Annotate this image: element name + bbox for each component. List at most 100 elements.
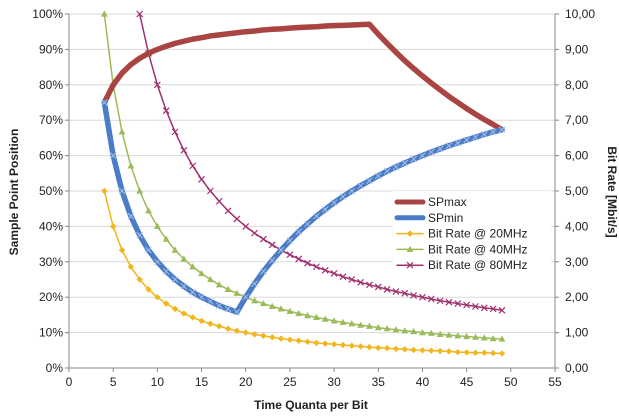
y2-tick-label: 2,00 — [565, 290, 589, 304]
data-point — [489, 349, 497, 357]
legend-marker — [406, 245, 414, 252]
data-point — [171, 128, 179, 136]
data-point — [180, 255, 188, 262]
data-point — [145, 246, 152, 254]
data-point — [286, 336, 294, 343]
data-point — [109, 152, 117, 159]
y2-tick-label: 0,00 — [565, 361, 589, 375]
data-point — [251, 229, 258, 237]
data-point — [118, 128, 126, 135]
y2-tick-label: 3,00 — [565, 255, 589, 269]
data-point — [428, 347, 435, 354]
data-point — [206, 275, 214, 283]
y-tick-label: 80% — [39, 78, 63, 92]
data-point — [260, 268, 267, 275]
data-point — [268, 302, 276, 310]
x-tick-label: 30 — [327, 375, 341, 389]
data-point — [251, 331, 258, 338]
data-point — [357, 182, 364, 190]
series-layer — [100, 10, 506, 357]
series-line — [103, 190, 503, 355]
axes — [65, 13, 559, 372]
data-point — [224, 285, 232, 293]
data-point — [304, 338, 311, 346]
data-point — [357, 278, 365, 286]
series-bit-rate-40mhz — [100, 10, 506, 342]
data-point — [401, 346, 408, 353]
data-point — [348, 276, 356, 283]
data-point — [224, 325, 232, 332]
data-point — [436, 330, 444, 337]
legend-label: Bit Rate @ 40MHz — [428, 242, 528, 256]
data-point — [454, 300, 462, 307]
data-point — [321, 266, 329, 274]
data-point — [463, 349, 470, 356]
data-point — [366, 281, 373, 289]
data-point — [295, 228, 303, 236]
data-point — [260, 332, 267, 339]
data-point — [348, 187, 356, 195]
data-point — [330, 341, 338, 348]
data-point — [419, 329, 426, 336]
data-point — [286, 251, 294, 259]
data-point — [162, 107, 170, 115]
y2-tick-label: 4,00 — [565, 219, 589, 233]
data-point — [410, 346, 417, 354]
data-point — [260, 299, 267, 307]
data-point — [339, 341, 347, 349]
series-spmin — [100, 99, 506, 316]
data-point — [242, 293, 250, 301]
data-point — [498, 126, 506, 134]
data-point — [198, 317, 205, 325]
data-point — [295, 337, 302, 344]
data-point — [189, 288, 197, 296]
data-point — [304, 220, 311, 228]
data-point — [171, 246, 179, 253]
y-tick-label: 50% — [39, 184, 63, 198]
y-tick-label: 90% — [39, 42, 63, 56]
x-tick-label: 15 — [195, 375, 209, 389]
data-point — [454, 139, 462, 147]
data-point — [330, 317, 338, 324]
x-tick-label: 45 — [460, 375, 474, 389]
data-point — [145, 207, 152, 214]
data-point — [445, 142, 453, 150]
data-point — [392, 163, 400, 171]
data-point — [145, 286, 152, 293]
data-point — [357, 343, 364, 350]
legend-label: Bit Rate @ 20MHz — [428, 227, 528, 241]
data-point — [242, 329, 249, 336]
y-tick-label: 20% — [39, 290, 63, 304]
data-point — [463, 136, 470, 144]
data-point — [198, 293, 205, 301]
data-point — [401, 159, 409, 167]
data-point — [286, 307, 294, 314]
x-tick-label: 55 — [548, 375, 562, 389]
data-point — [436, 297, 444, 305]
data-point — [480, 131, 488, 138]
data-point — [357, 321, 364, 328]
data-point — [339, 273, 347, 281]
data-point — [251, 280, 258, 288]
series-spmax — [101, 21, 505, 133]
data-point — [472, 302, 479, 310]
data-point — [480, 304, 488, 312]
data-point — [136, 187, 144, 194]
data-point — [118, 187, 126, 195]
data-point — [171, 305, 179, 313]
data-point — [277, 305, 285, 312]
y-tick-label: 40% — [39, 219, 63, 233]
data-point — [206, 187, 214, 195]
series-line — [101, 21, 505, 133]
series-bit-rate-80mhz — [136, 10, 506, 314]
y2-tick-label: 6,00 — [565, 149, 589, 163]
data-point — [498, 350, 506, 357]
data-point — [180, 310, 188, 317]
gridlines — [69, 13, 555, 369]
data-point — [215, 302, 223, 310]
data-point — [180, 146, 188, 154]
legend-entry: Bit Rate @ 40MHz — [396, 242, 528, 256]
data-point — [374, 283, 382, 291]
